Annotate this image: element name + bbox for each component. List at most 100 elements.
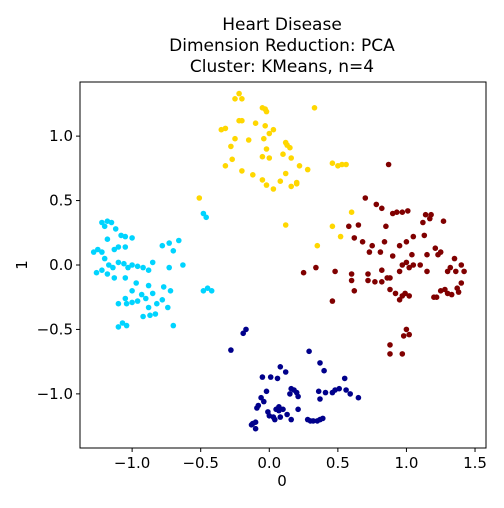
cluster-0-point-49 — [134, 298, 141, 304]
cluster-2-point-29 — [424, 251, 430, 258]
cluster-3-point-49 — [272, 416, 278, 423]
cluster-2-point-37 — [444, 268, 451, 275]
cluster-2-point-13 — [383, 223, 389, 230]
cluster-3-point-39 — [288, 416, 295, 423]
cluster-2-point-72 — [400, 333, 407, 339]
cluster-3-point-0 — [243, 326, 249, 333]
cluster-2-point-11 — [420, 219, 426, 226]
cluster-2-point-65 — [458, 280, 465, 286]
cluster-1-point-43 — [288, 183, 295, 190]
cluster-0-point-41 — [129, 288, 135, 294]
cluster-2-point-66 — [454, 285, 461, 292]
cluster-0-point-5 — [118, 232, 124, 239]
cluster-1-point-35 — [343, 161, 349, 168]
cluster-2-point-79 — [332, 268, 338, 275]
cluster-2-point-31 — [437, 249, 444, 255]
cluster-0-point-43 — [149, 290, 156, 297]
chart-title-line-3: Cluster: KMeans, n=4 — [190, 57, 374, 77]
cluster-0-point-55 — [147, 312, 153, 319]
cluster-2-point-25 — [366, 249, 373, 255]
cluster-1-point-15 — [261, 135, 267, 142]
cluster-2-point-64 — [431, 294, 437, 301]
cluster-3-point-17 — [317, 396, 323, 402]
cluster-2-point-35 — [453, 268, 459, 275]
cluster-1-point-6 — [311, 105, 318, 111]
cluster-0-point-26 — [159, 242, 166, 249]
cluster-3-point-3 — [306, 348, 312, 355]
cluster-0-point-53 — [165, 304, 171, 311]
cluster-2-point-69 — [348, 277, 355, 284]
cluster-1-point-41 — [270, 186, 277, 192]
cluster-1-point-32 — [329, 160, 336, 166]
cluster-1-point-30 — [296, 163, 303, 169]
cluster-3-point-5 — [321, 367, 327, 374]
cluster-0-point-22 — [134, 263, 141, 270]
cluster-1-point-40 — [263, 182, 270, 188]
cluster-2-point-0 — [385, 161, 392, 168]
cluster-1-point-5 — [263, 108, 270, 115]
cluster-0-point-36 — [122, 275, 129, 281]
cluster-2-point-34 — [461, 268, 467, 275]
cluster-1-point-18 — [228, 143, 234, 150]
cluster-0-point-25 — [149, 259, 156, 266]
cluster-0-point-58 — [123, 322, 130, 329]
cluster-0-point-12 — [95, 246, 101, 253]
cluster-1-point-36 — [250, 172, 256, 178]
cluster-3-point-38 — [284, 411, 290, 418]
cluster-1-point-11 — [252, 120, 259, 126]
cluster-1-point-2 — [239, 96, 245, 102]
cluster-0-point-17 — [110, 264, 116, 271]
cluster-3-point-16 — [322, 389, 329, 396]
cluster-2-point-58 — [437, 288, 444, 294]
cluster-0-point-8 — [104, 236, 111, 242]
cluster-1-point-27 — [229, 156, 235, 163]
cluster-2-point-77 — [300, 269, 307, 276]
cluster-0-point-37 — [133, 280, 139, 286]
cluster-0-point-32 — [99, 267, 105, 274]
cluster-1-point-47 — [314, 242, 321, 249]
cluster-0-point-59 — [115, 324, 122, 330]
cluster-1-point-28 — [222, 163, 229, 169]
x-tick-label: 1.0 — [395, 454, 419, 472]
cluster-2-point-15 — [346, 223, 352, 230]
cluster-2-point-61 — [448, 291, 455, 298]
cluster-0-point-45 — [122, 295, 129, 302]
cluster-1-point-38 — [259, 177, 266, 183]
cluster-1-point-1 — [236, 90, 242, 97]
cluster-3-point-6 — [277, 364, 284, 370]
cluster-3-point-44 — [320, 415, 326, 422]
cluster-0-point-13 — [90, 249, 97, 255]
cluster-2-point-53 — [392, 290, 399, 297]
cluster-1-point-26 — [288, 155, 295, 161]
cluster-1-point-44 — [293, 179, 300, 186]
cluster-0-point-14 — [99, 249, 105, 255]
cluster-3-point-18 — [347, 391, 354, 397]
cluster-2-point-32 — [451, 255, 458, 262]
cluster-2-point-24 — [432, 245, 439, 251]
cluster-0-point-52 — [159, 297, 166, 303]
cluster-0-point-54 — [140, 313, 146, 320]
cluster-2-point-40 — [406, 264, 413, 271]
cluster-2-point-67 — [351, 288, 358, 294]
cluster-0-point-50 — [145, 304, 152, 311]
cluster-0-point-23 — [140, 264, 146, 271]
axes-layer: −1.0 −0.5 0.0 0.5 1.0 1.5 −1.0 −0.5 0.0 0.5 1.0 — [37, 127, 487, 472]
cluster-2-point-51 — [379, 279, 385, 285]
cluster-2-point-16 — [351, 235, 358, 241]
cluster-2-point-18 — [369, 242, 376, 249]
cluster-0-point-6 — [122, 233, 129, 240]
cluster-3-point-40 — [295, 406, 301, 413]
x-tick-label: 0.5 — [326, 454, 350, 472]
cluster-0-point-57 — [119, 320, 126, 326]
cluster-1-point-12 — [262, 123, 269, 129]
cluster-0-point-44 — [143, 295, 149, 302]
cluster-2-point-75 — [387, 342, 393, 348]
cluster-2-point-50 — [372, 279, 378, 285]
cluster-2-point-7 — [405, 208, 411, 214]
cluster-2-point-20 — [396, 242, 403, 249]
y-tick-label: 1.0 — [49, 127, 73, 145]
cluster-3-point-33 — [280, 406, 286, 413]
cluster-2-point-23 — [421, 232, 428, 239]
y-tick-label: −0.5 — [37, 320, 73, 338]
cluster-1-point-8 — [222, 125, 229, 132]
